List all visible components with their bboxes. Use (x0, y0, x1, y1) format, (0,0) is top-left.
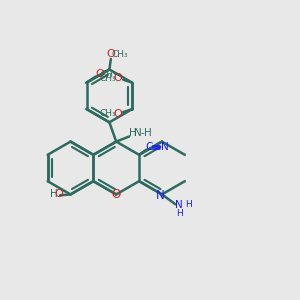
Text: N: N (134, 128, 141, 138)
Text: H: H (129, 128, 136, 138)
Text: CH₃: CH₃ (99, 110, 116, 118)
Text: C: C (145, 142, 152, 152)
Text: H: H (176, 209, 182, 218)
Text: N: N (156, 189, 165, 203)
Text: O: O (96, 69, 104, 79)
Text: H: H (50, 189, 58, 199)
Text: -: - (141, 128, 145, 138)
Text: H: H (144, 128, 152, 138)
Text: O: O (112, 188, 121, 201)
Text: CH₃: CH₃ (101, 70, 117, 79)
Text: O: O (55, 189, 64, 199)
Text: CH₃: CH₃ (112, 50, 128, 59)
Text: O: O (113, 109, 122, 119)
Text: N: N (175, 200, 183, 210)
Text: H: H (185, 200, 192, 209)
Text: CH₃: CH₃ (99, 74, 116, 83)
Text: N: N (161, 142, 169, 152)
Text: O: O (113, 73, 122, 83)
Text: O: O (107, 50, 116, 59)
